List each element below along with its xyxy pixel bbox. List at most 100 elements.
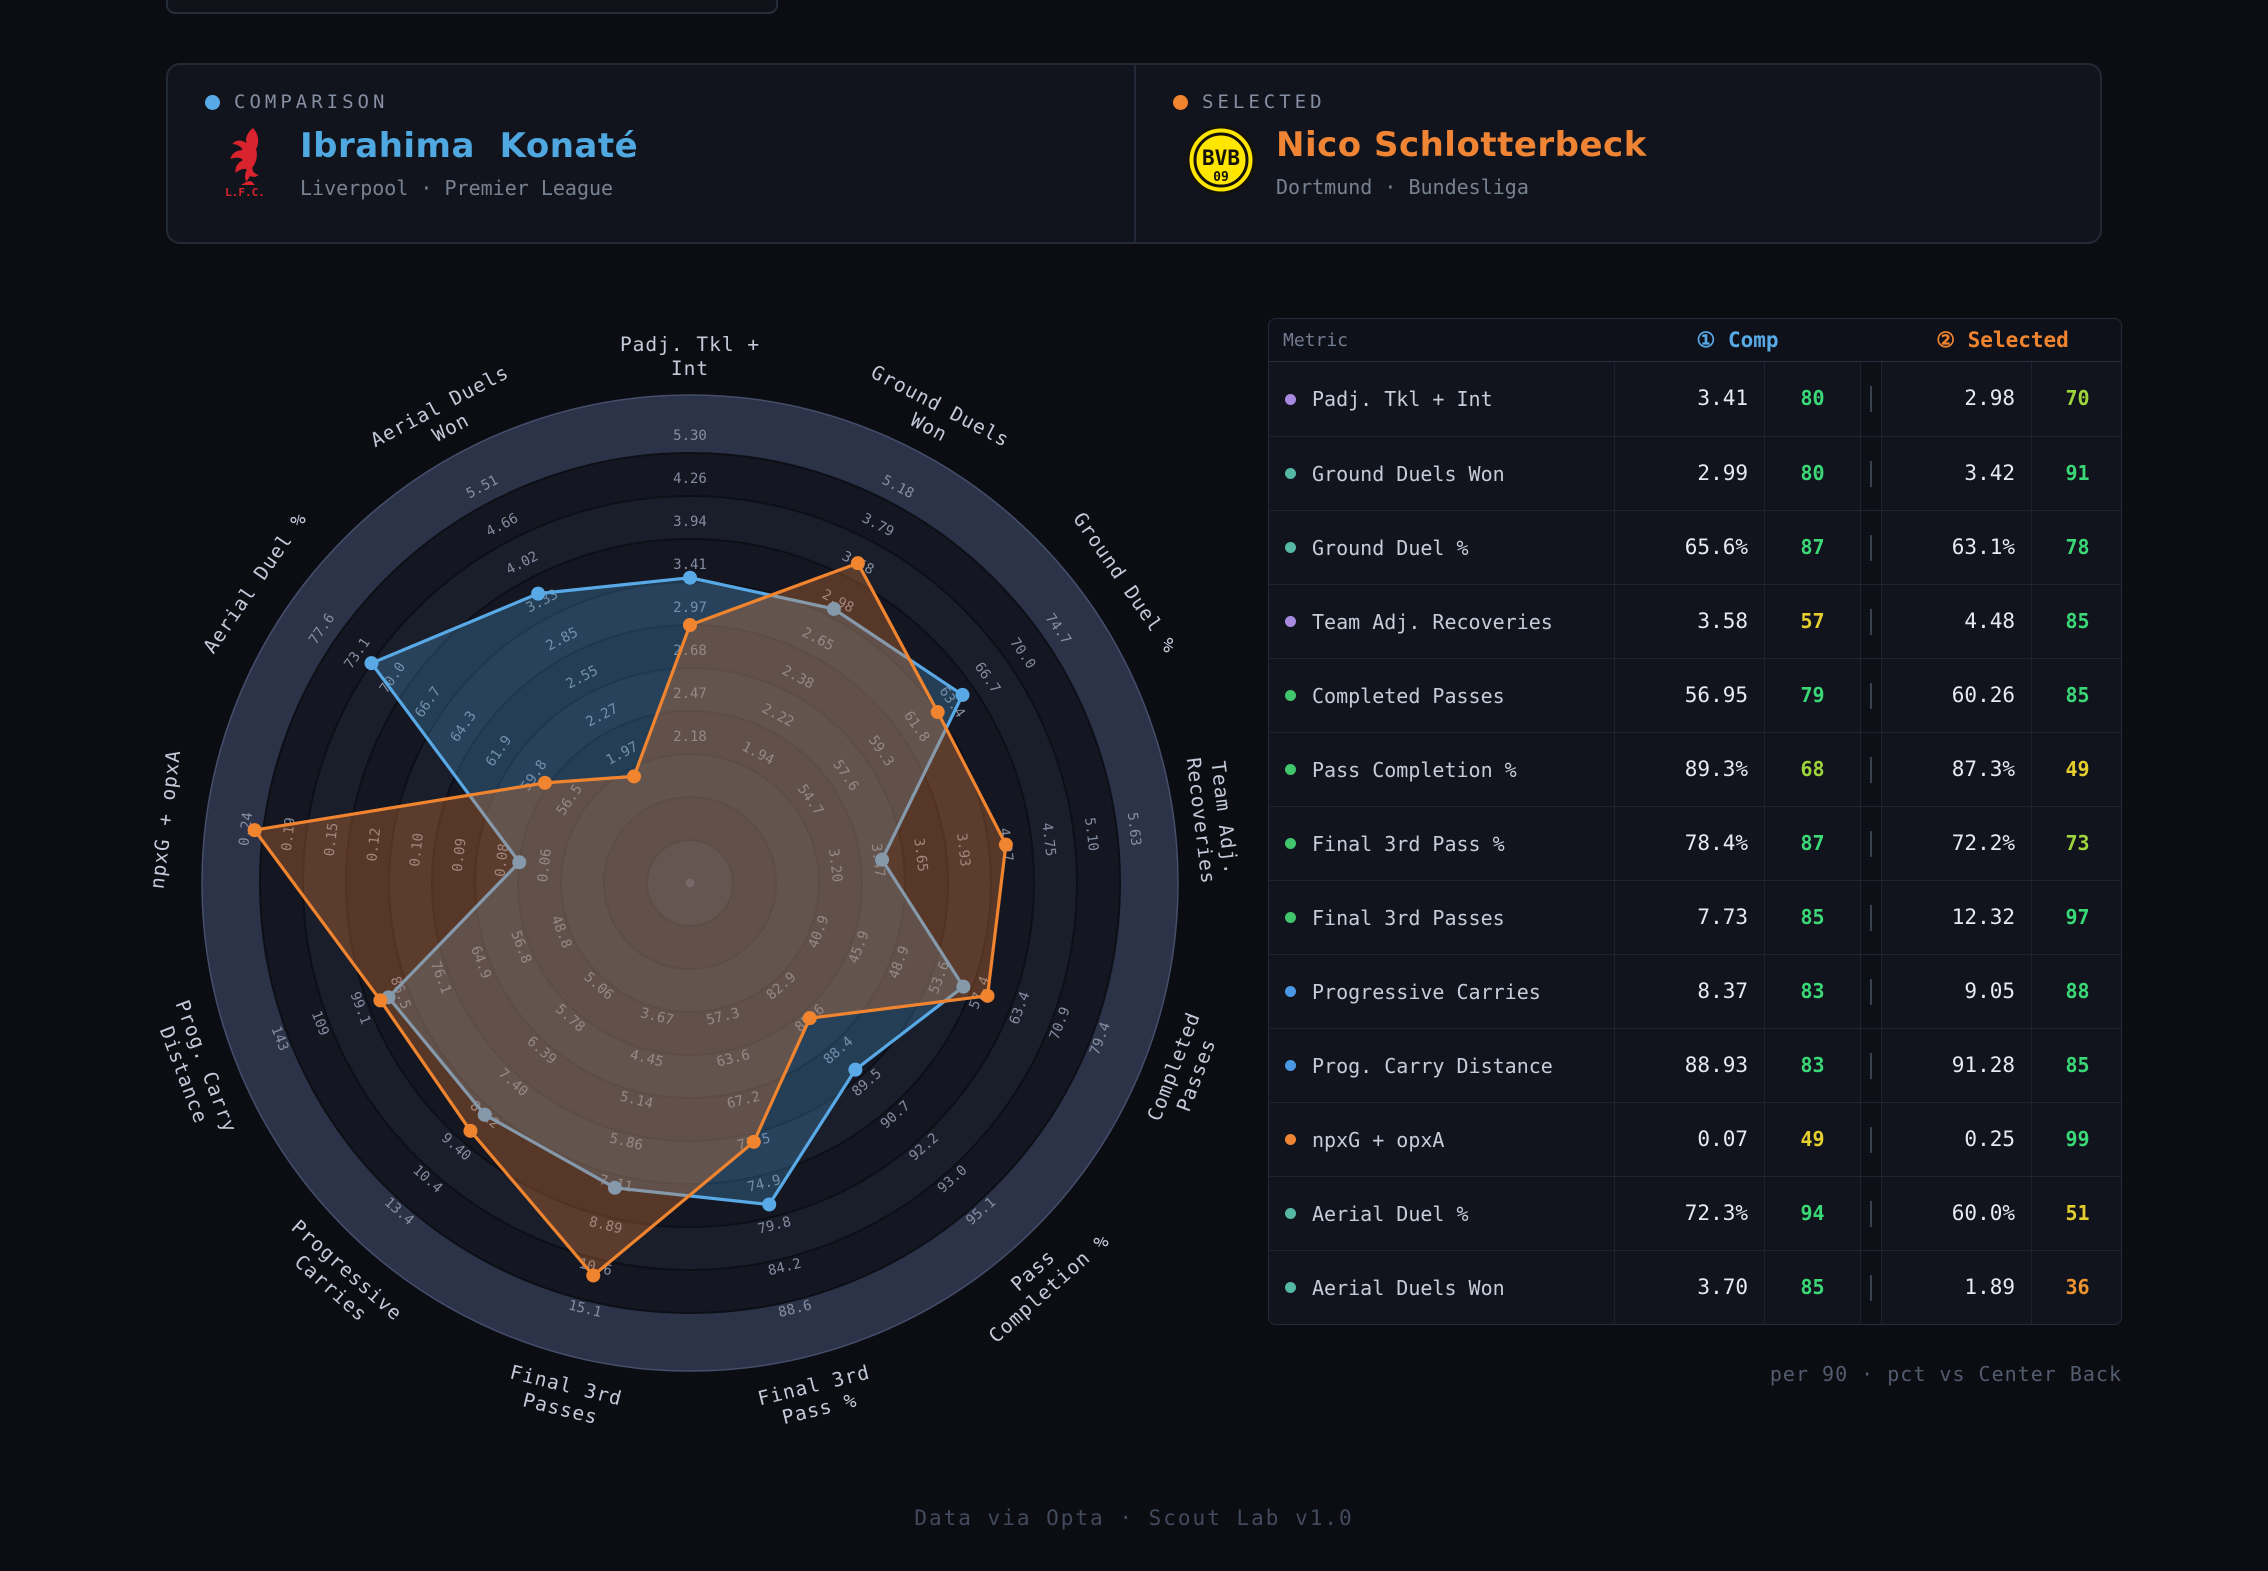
metric-category-dot-icon xyxy=(1285,1208,1296,1219)
table-row[interactable]: Ground Duel % 65.6% 87 63.1% 78 xyxy=(1269,510,2121,584)
selected-data-point[interactable] xyxy=(627,769,642,784)
comparison-data-point[interactable] xyxy=(477,1107,492,1122)
table-row[interactable]: npxG + opxA 0.07 49 0.25 99 xyxy=(1269,1102,2121,1176)
selected-value: 2.98 xyxy=(1882,362,2032,436)
selected-percentile: 97 xyxy=(2065,905,2090,929)
selected-percentile: 70 xyxy=(2065,386,2090,410)
axis-tick-label: 63.6 xyxy=(715,1047,752,1071)
top-partial-panel xyxy=(166,0,778,14)
comparison-data-point[interactable] xyxy=(762,1197,777,1212)
selected-percentile: 85 xyxy=(2065,683,2090,707)
comp-value: 72.3% xyxy=(1615,1177,1765,1250)
metric-name: Ground Duels Won xyxy=(1312,461,1505,486)
table-header: Metric ① Comp ② Selected xyxy=(1269,319,2121,362)
selected-value: 60.26 xyxy=(1882,659,2032,732)
selected-data-point[interactable] xyxy=(930,705,945,720)
column-gap xyxy=(1860,1177,1882,1250)
comparison-data-point[interactable] xyxy=(955,687,970,702)
column-header-metric[interactable]: Metric xyxy=(1283,329,1349,351)
metric-name: Pass Completion % xyxy=(1312,757,1517,782)
comp-value: 3.70 xyxy=(1615,1251,1765,1324)
comparison-data-point[interactable] xyxy=(683,570,697,585)
selected-data-point[interactable] xyxy=(683,618,697,632)
axis-tick-label: 84.2 xyxy=(766,1256,803,1280)
selected-data-point[interactable] xyxy=(998,837,1013,852)
comp-value: 78.4% xyxy=(1615,807,1765,880)
column-gap xyxy=(1860,585,1882,658)
table-row[interactable]: Aerial Duels Won 3.70 85 1.89 36 xyxy=(1269,1250,2121,1324)
comp-percentile: 87 xyxy=(1800,535,1825,559)
selected-data-point[interactable] xyxy=(463,1123,478,1138)
selected-data-point[interactable] xyxy=(802,1011,817,1026)
dortmund-crest-icon: BVB 09 xyxy=(1186,125,1256,199)
comp-percentile: 49 xyxy=(1800,1127,1825,1151)
comparison-data-point[interactable] xyxy=(848,1062,863,1077)
selected-series-line xyxy=(253,561,1008,1278)
selected-data-point[interactable] xyxy=(247,823,262,838)
metric-name: Final 3rd Pass % xyxy=(1312,831,1505,856)
selected-data-point[interactable] xyxy=(746,1134,761,1149)
axis-tick-label: 4.75 xyxy=(1038,822,1058,857)
comparison-dot-icon xyxy=(205,94,220,110)
metric-name: Prog. Carry Distance xyxy=(1312,1053,1553,1078)
selected-percentile: 91 xyxy=(2065,461,2090,485)
table-row[interactable]: Final 3rd Passes 7.73 85 12.32 97 xyxy=(1269,880,2121,954)
table-body: Padj. Tkl + Int 3.41 80 2.98 70 Ground Duels … xyxy=(1269,362,2121,1324)
table-row[interactable]: Padj. Tkl + Int 3.41 80 2.98 70 xyxy=(1269,362,2121,436)
comparison-player-card[interactable]: COMPARISON L.F.C. Ibrahima Konaté Liverp… xyxy=(168,65,1134,242)
selected-data-point[interactable] xyxy=(373,993,388,1008)
selected-percentile: 73 xyxy=(2065,831,2090,855)
table-row[interactable]: Prog. Carry Distance 88.93 83 91.28 85 xyxy=(1269,1028,2121,1102)
table-row[interactable]: Progressive Carries 8.37 83 9.05 88 xyxy=(1269,954,2121,1028)
axis-name-label: Padj. Tkl + Int xyxy=(620,333,760,380)
axis-tick-label: 5.30 xyxy=(673,428,707,444)
comp-percentile: 85 xyxy=(1800,1275,1825,1299)
selected-value: 60.0% xyxy=(1882,1177,2032,1250)
gap-tick-icon xyxy=(1870,978,1872,1005)
column-gap xyxy=(1860,511,1882,584)
selected-series-area xyxy=(254,563,1006,1276)
selected-data-point[interactable] xyxy=(537,775,552,790)
comp-value: 0.07 xyxy=(1615,1103,1765,1176)
selected-data-point[interactable] xyxy=(586,1268,601,1283)
selected-club-line: Dortmund · Bundesliga xyxy=(1276,175,1529,199)
comparison-data-point[interactable] xyxy=(531,586,546,601)
column-header-selected[interactable]: ② Selected xyxy=(1936,328,2069,352)
selected-data-point[interactable] xyxy=(980,988,995,1003)
comp-value: 7.73 xyxy=(1615,881,1765,954)
axis-tick-label: 3.67 xyxy=(639,1005,676,1029)
table-row[interactable]: Team Adj. Recoveries 3.58 57 4.48 85 xyxy=(1269,584,2121,658)
comp-value: 88.93 xyxy=(1615,1029,1765,1102)
comparison-data-point[interactable] xyxy=(364,656,379,671)
selected-value: 72.2% xyxy=(1882,807,2032,880)
metric-category-dot-icon xyxy=(1285,1282,1296,1293)
column-gap xyxy=(1860,437,1882,510)
metric-category-dot-icon xyxy=(1285,542,1296,553)
comp-percentile: 87 xyxy=(1800,831,1825,855)
selected-dot-icon xyxy=(1173,94,1188,110)
comparison-data-point[interactable] xyxy=(956,979,971,994)
table-row[interactable]: Final 3rd Pass % 78.4% 87 72.2% 73 xyxy=(1269,806,2121,880)
selected-tag: SELECTED xyxy=(1202,91,1326,113)
comparison-data-point[interactable] xyxy=(512,855,527,870)
column-header-comp[interactable]: ① Comp xyxy=(1696,328,1779,352)
axis-tick-label: 0.09 xyxy=(450,837,470,872)
table-row[interactable]: Completed Passes 56.95 79 60.26 85 xyxy=(1269,658,2121,732)
comparison-data-point[interactable] xyxy=(875,852,890,867)
table-row[interactable]: Pass Completion % 89.3% 68 87.3% 49 xyxy=(1269,732,2121,806)
column-gap xyxy=(1860,733,1882,806)
table-row[interactable]: Aerial Duel % 72.3% 94 60.0% 51 xyxy=(1269,1176,2121,1250)
metric-category-dot-icon xyxy=(1285,838,1296,849)
metric-name: Team Adj. Recoveries xyxy=(1312,609,1553,634)
metric-name: Aerial Duels Won xyxy=(1312,1275,1505,1300)
column-gap xyxy=(1860,881,1882,954)
table-row[interactable]: Ground Duels Won 2.99 80 3.42 91 xyxy=(1269,436,2121,510)
selected-player-card[interactable]: SELECTED BVB 09 Nico Schlotterbeck Dortm… xyxy=(1134,65,2100,242)
column-gap xyxy=(1860,1029,1882,1102)
selected-data-point[interactable] xyxy=(850,556,865,571)
gap-tick-icon xyxy=(1870,756,1872,783)
comparison-data-point[interactable] xyxy=(607,1180,622,1195)
comparison-tag: COMPARISON xyxy=(234,91,389,113)
comparison-data-point[interactable] xyxy=(826,601,841,616)
